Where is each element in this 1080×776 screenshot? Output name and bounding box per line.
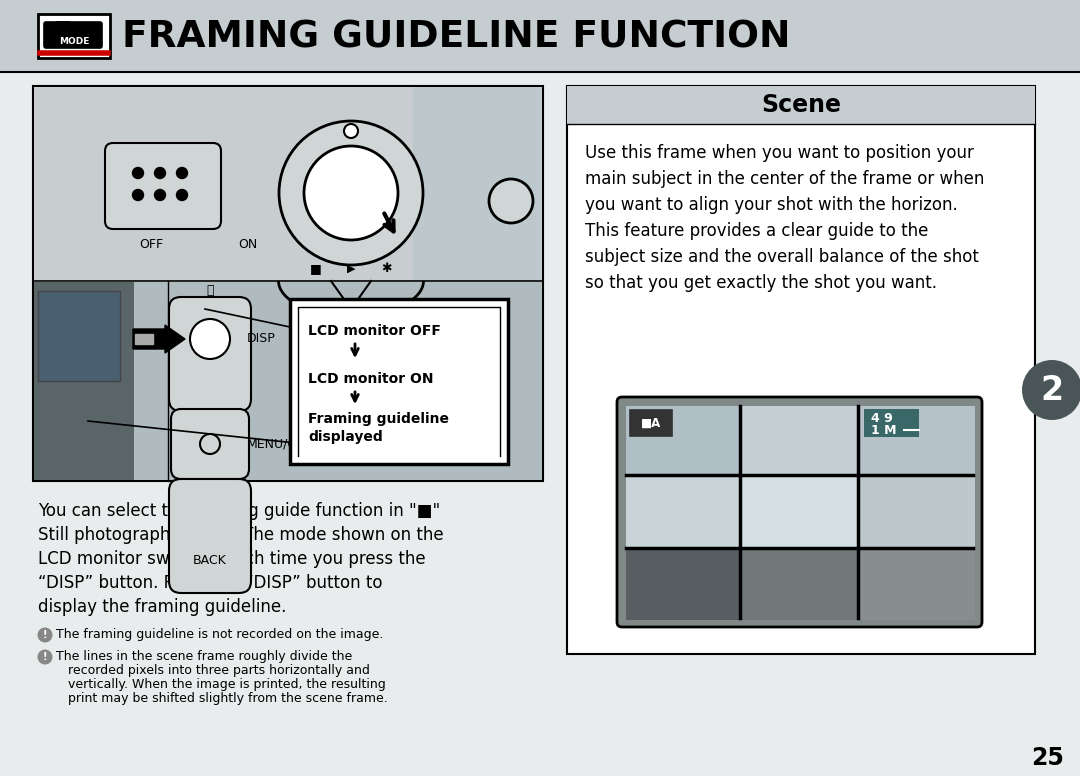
Text: display the framing guideline.: display the framing guideline. (38, 598, 286, 616)
Bar (38, 291, 120, 381)
Text: ⦾: ⦾ (206, 285, 214, 297)
Text: vertically. When the image is printed, the resulting: vertically. When the image is printed, t… (68, 678, 386, 691)
Circle shape (133, 168, 144, 178)
Bar (291, 299, 508, 464)
Text: This feature provides a clear guide to the: This feature provides a clear guide to t… (585, 222, 929, 240)
Text: !: ! (43, 652, 48, 662)
Text: 4 9: 4 9 (870, 411, 893, 424)
Circle shape (176, 168, 188, 178)
Circle shape (133, 189, 144, 200)
Bar (567, 86, 1035, 654)
Circle shape (176, 189, 188, 200)
Bar (33, 282, 542, 480)
Text: LCD monitor ON: LCD monitor ON (308, 372, 433, 386)
Text: main subject in the center of the frame or when: main subject in the center of the frame … (585, 170, 984, 188)
Text: MENU/O: MENU/O (247, 438, 298, 451)
Bar (626, 477, 740, 548)
Text: LCD monitor switches each time you press the: LCD monitor switches each time you press… (38, 550, 426, 568)
Text: displayed: displayed (308, 430, 382, 444)
Bar (860, 477, 975, 548)
Circle shape (345, 124, 357, 138)
Text: FRAMING GUIDELINE FUNCTION: FRAMING GUIDELINE FUNCTION (122, 20, 791, 56)
Bar (864, 409, 919, 437)
Text: Still photography mode. The mode shown on the: Still photography mode. The mode shown o… (38, 526, 444, 544)
Bar (33, 87, 542, 281)
Text: DISP: DISP (247, 332, 275, 345)
Bar (413, 87, 541, 281)
Bar (630, 410, 672, 436)
Text: !: ! (43, 630, 48, 640)
Circle shape (154, 168, 165, 178)
Bar (567, 86, 1035, 124)
Text: BACK: BACK (193, 555, 227, 567)
Text: print may be shifted slightly from the scene frame.: print may be shifted slightly from the s… (68, 692, 388, 705)
Text: Scene: Scene (761, 93, 841, 117)
Text: ■: ■ (310, 262, 322, 275)
Bar (33, 282, 134, 480)
Bar (742, 406, 858, 475)
Text: ▶: ▶ (347, 264, 355, 274)
Text: Framing guideline: Framing guideline (308, 412, 449, 426)
Text: subject size and the overall balance of the shot: subject size and the overall balance of … (585, 248, 978, 266)
Text: ON: ON (239, 237, 258, 251)
FancyBboxPatch shape (168, 479, 251, 593)
Text: You can select the framing guide function in "■": You can select the framing guide functio… (38, 502, 441, 520)
Text: recorded pixels into three parts horizontally and: recorded pixels into three parts horizon… (68, 664, 369, 677)
Text: so that you get exactly the shot you want.: so that you get exactly the shot you wan… (585, 274, 937, 292)
Text: The framing guideline is not recorded on the image.: The framing guideline is not recorded on… (56, 628, 383, 641)
Circle shape (154, 189, 165, 200)
FancyBboxPatch shape (168, 297, 251, 411)
Bar (56, 21, 70, 27)
FancyBboxPatch shape (44, 22, 102, 48)
Text: MODE: MODE (58, 37, 90, 47)
Text: 25: 25 (1031, 746, 1065, 770)
FancyArrow shape (135, 334, 153, 344)
Text: you want to align your shot with the horizon.: you want to align your shot with the hor… (585, 196, 958, 214)
Circle shape (190, 319, 230, 359)
Bar (33, 86, 543, 481)
FancyBboxPatch shape (171, 409, 249, 479)
Circle shape (200, 434, 220, 454)
Text: ■A: ■A (640, 417, 661, 429)
Bar (742, 477, 858, 548)
Text: OFF: OFF (139, 237, 163, 251)
Circle shape (38, 650, 53, 664)
Text: The lines in the scene frame roughly divide the: The lines in the scene frame roughly div… (56, 650, 352, 663)
Bar (38, 14, 110, 58)
Bar (860, 406, 975, 475)
FancyBboxPatch shape (105, 143, 221, 229)
Circle shape (1022, 360, 1080, 420)
Bar (626, 550, 740, 620)
FancyArrow shape (133, 325, 185, 353)
Bar (742, 550, 858, 620)
Bar (626, 406, 740, 475)
Circle shape (38, 628, 53, 643)
Text: 2: 2 (1040, 373, 1064, 407)
Bar (860, 550, 975, 620)
Circle shape (303, 146, 399, 240)
Text: Use this frame when you want to position your: Use this frame when you want to position… (585, 144, 974, 162)
Circle shape (279, 121, 423, 265)
Text: “DISP” button. Press the “DISP” button to: “DISP” button. Press the “DISP” button t… (38, 574, 382, 592)
Text: 1 M: 1 M (870, 424, 896, 436)
Bar (0, 0, 1080, 72)
FancyBboxPatch shape (617, 397, 982, 627)
Circle shape (489, 179, 534, 223)
Text: ✱: ✱ (381, 262, 391, 275)
Text: LCD monitor OFF: LCD monitor OFF (308, 324, 441, 338)
